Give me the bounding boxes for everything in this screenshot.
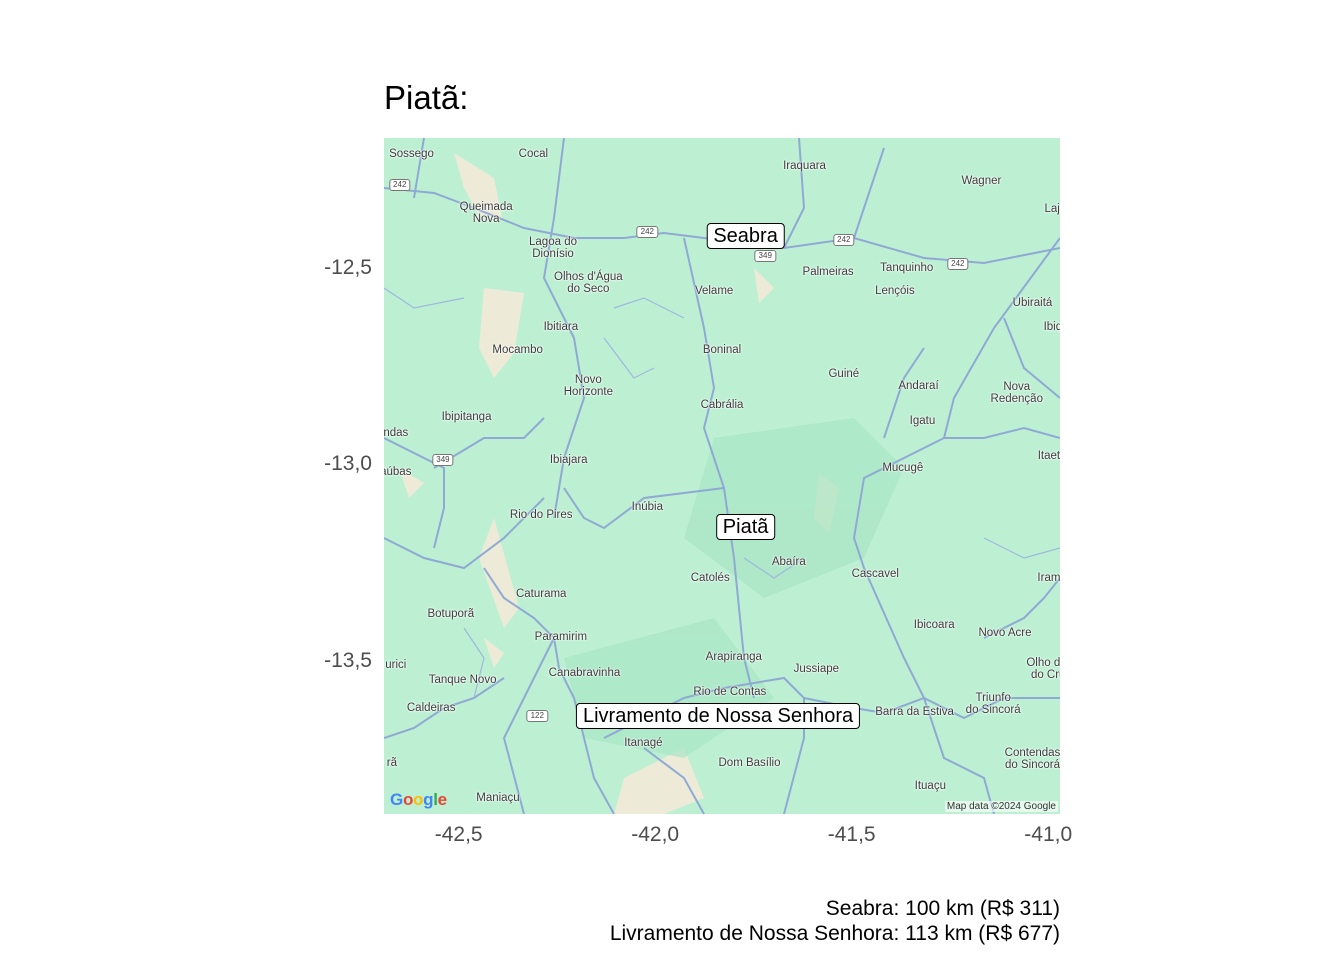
caption-line-1: Seabra: 100 km (R$ 311) [825,897,1060,920]
place-label: Nova Redenção [990,381,1043,406]
x-tick-label: -42,0 [631,823,680,846]
place-label: Inúbia [631,501,663,514]
city-marker-label[interactable]: Piatã [715,514,776,541]
google-logo: Google [390,790,447,809]
place-label: Igatu [909,414,936,427]
place-label: Contendas do Sincorá [1004,746,1060,771]
place-label: Triunfo do Sincorá [965,691,1021,716]
place-label: Lagoa do Dionísio [529,236,577,261]
place-label: Dom Basílio [718,756,781,769]
x-tick-label: -41,5 [827,823,876,846]
road-shield: 242 [389,179,411,192]
caption-line-2: Livramento de Nossa Senhora: 113 km (R$ … [609,922,1060,945]
place-label: Paramirim [534,631,588,644]
map-attribution: Map data ©2024 Google [944,801,1058,812]
place-label: Itanagé [624,737,663,750]
place-label: Rio do Pires [509,509,573,522]
place-label: Ibicoara [913,619,955,632]
place-label: Ubiraitá [1012,297,1053,310]
place-label: Rio de Contas [693,686,767,699]
place-label: Novo Acre [978,627,1032,640]
place-label: Itaeté [1037,450,1060,463]
place-label: Wagner [961,175,1002,188]
city-marker-label[interactable]: Livramento de Nossa Senhora [575,702,861,729]
road-shield: 122 [526,709,548,722]
place-label: Catolés [690,572,730,585]
place-label: Abaíra [771,556,806,569]
place-label: Maniaçu [476,792,520,805]
map-panel[interactable]: Sossego Cocal Iraquara Wagner Laj Queimada No… [384,138,1060,814]
place-label: Canabravinha [548,666,621,679]
place-label: Jussiape [793,662,840,675]
place-label: Ibiqu [1043,320,1060,333]
road-shield: 242 [636,226,658,239]
y-tick-label: -13,0 [324,452,372,476]
y-tick-label: -13,5 [324,648,372,672]
place-label: Ibitiara [543,320,579,333]
place-label: Barra da Estiva [875,705,954,718]
x-tick-label: -41,0 [1024,823,1073,846]
place-label: Laj [1044,202,1060,215]
road-shield: 349 [432,454,454,467]
place-label: Cascavel [851,568,899,581]
place-label: Palmeiras [802,265,854,278]
place-label: Boninal [702,344,742,357]
place-label: Guiné [828,367,860,380]
place-label: Ituaçu [914,780,946,793]
place-label: rã [386,756,397,769]
place-label: Caturama [515,587,567,600]
distance-caption: Seabra: 100 km (R$ 311) Livramento de No… [610,896,1060,946]
place-label: Botuporã [427,607,475,620]
place-label: Sossego [389,147,434,160]
place-label: Cabrália [700,399,744,412]
road-shield: 349 [754,249,776,262]
place-label: Caldeiras [406,701,456,714]
road-shield: 242 [947,257,969,270]
place-label: Irama [1037,572,1060,585]
place-label: Tanquinho [880,261,934,274]
place-label: urici [385,658,407,671]
place-label: Ibiajara [549,454,588,467]
city-marker-label[interactable]: Seabra [706,223,785,250]
place-label: Velame [694,285,734,298]
y-tick-label: -12,5 [324,255,372,279]
place-label: Iraquara [783,159,826,172]
place-label: Lençóis [875,285,915,298]
place-label: Ibipitanga [441,411,492,424]
x-tick-label: -42,5 [434,823,483,846]
place-label: Tanque Novo [428,674,497,687]
place-label: Olhos d'Água do Seco [554,271,623,296]
place-label: Queimada Nova [459,200,513,225]
place-label: Olho d'Á do Cru [1026,656,1060,681]
place-label: Mocambo [492,344,543,357]
place-label: Novo Horizonte [563,373,613,398]
place-label: ndas [384,426,409,439]
place-label: Andaraí [898,379,939,392]
place-label: aúbas [384,466,412,479]
title-line-1: Piatã: [384,79,469,116]
place-label: Arapiranga [705,650,762,663]
place-label: Mucugê [882,462,924,475]
place-label: Cocal [518,147,549,160]
road-shield: 242 [833,234,855,247]
